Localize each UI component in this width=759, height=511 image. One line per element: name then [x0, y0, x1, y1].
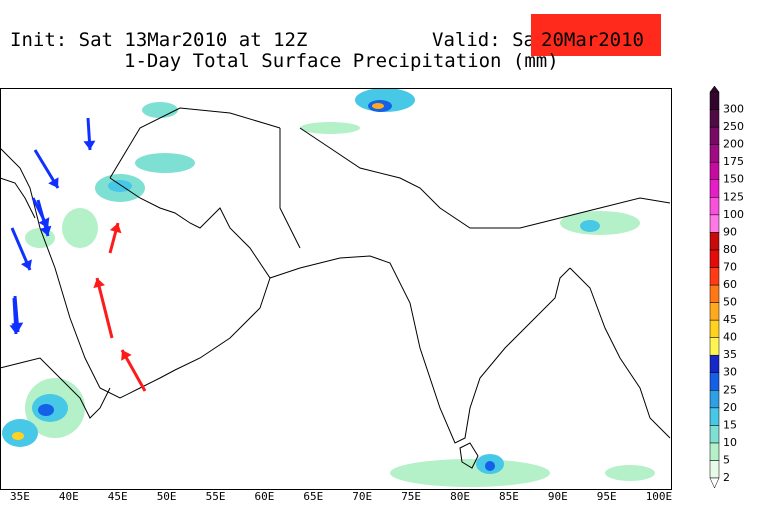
- colorbar-top-arrow: [709, 86, 720, 93]
- flow-arrows: [9, 117, 147, 392]
- colorbar-segment: [709, 354, 720, 373]
- lon-tick-label: 75E: [401, 490, 422, 503]
- lon-tick-label: 60E: [254, 490, 275, 503]
- lon-tick-label: 90E: [547, 490, 568, 503]
- colorbar-label: 175: [723, 155, 744, 168]
- colorbar-label: 250: [723, 120, 744, 133]
- colorbar-label: 25: [723, 383, 737, 396]
- lon-tick-label: 85E: [499, 490, 519, 503]
- colorbar-label: 2: [723, 471, 730, 484]
- blue-arrow-head: [83, 140, 96, 150]
- lon-tick-label: 70E: [352, 490, 373, 503]
- colorbar-bottom-arrow: [709, 477, 720, 489]
- colorbar-label: 300: [723, 103, 744, 116]
- colorbar-segment: [709, 161, 720, 180]
- init-time-label: Init: Sat 13Mar2010 at 12Z: [10, 29, 308, 51]
- lon-tick-label: 80E: [450, 490, 470, 503]
- coastlines: [0, 107, 671, 469]
- colorbar-segment: [709, 442, 720, 461]
- lon-tick-label: 100E: [645, 490, 673, 503]
- lon-tick-label: 40E: [58, 490, 79, 503]
- colorbar-segment: [709, 179, 720, 198]
- colorbar-label: 150: [723, 173, 744, 186]
- colorbar-segment: [709, 390, 720, 409]
- colorbar-label: 20: [723, 401, 737, 414]
- colorbar-segment: [709, 407, 720, 426]
- blue-arrow-head: [9, 324, 22, 334]
- colorbar-segment: [709, 197, 720, 216]
- precip-colorbar: 2510152025303540455060708090100125150175…: [709, 86, 744, 489]
- colorbar-label: 80: [723, 243, 737, 256]
- blue-arrow-head: [39, 225, 52, 236]
- colorbar-label: 5: [723, 453, 730, 466]
- colorbar-segment: [709, 126, 720, 145]
- colorbar-label: 100: [723, 208, 744, 221]
- colorbar-label: 200: [723, 138, 744, 151]
- colorbar-label: 50: [723, 296, 737, 309]
- colorbar-label: 90: [723, 225, 737, 238]
- colorbar-label: 70: [723, 260, 737, 273]
- colorbar-label: 45: [723, 313, 737, 326]
- colorbar-segment: [709, 372, 720, 391]
- lon-tick-label: 50E: [156, 490, 177, 503]
- colorbar-segment: [709, 302, 720, 321]
- colorbar-segment: [709, 425, 720, 444]
- colorbar-label: 40: [723, 331, 737, 344]
- red-flow-arrow: [95, 277, 114, 339]
- colorbar-label: 35: [723, 348, 737, 361]
- colorbar-label: 10: [723, 436, 737, 449]
- colorbar-segment: [709, 337, 720, 356]
- colorbar-segment: [709, 460, 720, 479]
- lon-tick-label: 95E: [596, 490, 617, 503]
- colorbar-segment: [709, 91, 720, 110]
- red-arrow-head: [109, 223, 122, 234]
- colorbar-label: 30: [723, 366, 737, 379]
- colorbar-segment: [709, 214, 720, 233]
- lon-tick-label: 65E: [303, 490, 324, 503]
- colorbar-segment: [709, 232, 720, 251]
- red-arrow-head: [93, 278, 106, 289]
- valid-date-highlight: 20Mar2010: [531, 14, 661, 56]
- lon-tick-label: 45E: [107, 490, 128, 503]
- colorbar-label: 15: [723, 418, 737, 431]
- colorbar-segment: [709, 284, 720, 303]
- map-title: 1-Day Total Surface Precipitation (mm): [124, 50, 559, 72]
- lon-tick-label: 35E: [10, 490, 30, 503]
- blue-arrow-head: [20, 259, 32, 270]
- valid-label: Valid: Sat: [432, 29, 547, 51]
- lon-tick-label: 55E: [205, 490, 226, 503]
- blue-arrow-head: [48, 177, 59, 188]
- precipitation-map: [0, 88, 672, 490]
- colorbar-segment: [709, 144, 720, 163]
- colorbar-segment: [709, 109, 720, 128]
- colorbar-segment: [709, 267, 720, 286]
- colorbar-segment: [709, 249, 720, 268]
- map-frame: [0, 88, 672, 490]
- red-arrow-head: [121, 350, 132, 361]
- colorbar-label: 125: [723, 190, 744, 203]
- colorbar-segment: [709, 319, 720, 338]
- precip-areas: [2, 88, 655, 487]
- colorbar-label: 60: [723, 278, 737, 291]
